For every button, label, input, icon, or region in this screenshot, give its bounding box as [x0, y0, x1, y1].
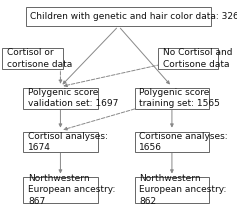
Text: Polygenic score
training set: 1565: Polygenic score training set: 1565	[139, 88, 220, 108]
FancyBboxPatch shape	[23, 132, 98, 153]
FancyBboxPatch shape	[135, 88, 209, 109]
FancyBboxPatch shape	[2, 48, 63, 69]
FancyBboxPatch shape	[135, 132, 209, 153]
FancyBboxPatch shape	[26, 7, 211, 26]
Text: Cortisol or
cortisone data: Cortisol or cortisone data	[7, 48, 72, 69]
FancyBboxPatch shape	[158, 48, 218, 69]
Text: Northwestern
European ancestry:
862: Northwestern European ancestry: 862	[139, 174, 227, 206]
Text: Northwestern
European ancestry:
867: Northwestern European ancestry: 867	[28, 174, 115, 206]
Text: Cortisone analyses:
1656: Cortisone analyses: 1656	[139, 132, 228, 152]
Text: Children with genetic and hair color data: 3262: Children with genetic and hair color dat…	[30, 12, 237, 21]
FancyBboxPatch shape	[23, 177, 98, 203]
FancyBboxPatch shape	[135, 177, 209, 203]
Text: Cortisol analyses:
1674: Cortisol analyses: 1674	[28, 132, 108, 152]
FancyBboxPatch shape	[23, 88, 98, 109]
Text: No Cortisol and
Cortisone data: No Cortisol and Cortisone data	[163, 48, 232, 69]
Text: Polygenic score
validation set: 1697: Polygenic score validation set: 1697	[28, 88, 118, 108]
